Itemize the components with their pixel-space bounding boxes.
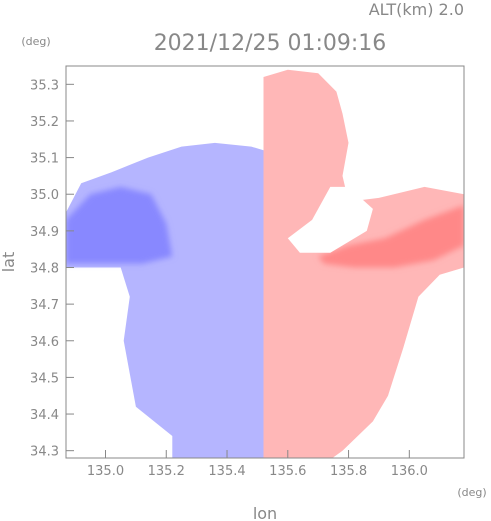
east-strong-echo: [318, 205, 464, 268]
x-tick-label: 135.2: [148, 464, 185, 479]
y-tick-label: 34.8: [30, 261, 59, 276]
y-axis-label: lat: [0, 252, 18, 273]
y-tick-label: 35.1: [30, 152, 59, 167]
west-strong-echo: [66, 186, 173, 264]
y-ticks: 34.3 34.4 34.5 34.6 34.7 34.8 34.9 35.0 35.1 35.2…: [30, 78, 74, 460]
east-gap: [287, 186, 373, 253]
x-tick-label: 135.0: [87, 464, 124, 479]
plot-frame: [65, 65, 465, 459]
y-tick-label: 34.4: [30, 408, 59, 423]
y-tick-label: 34.3: [30, 445, 59, 460]
y-unit: (deg): [21, 35, 50, 48]
x-tick-label: 135.6: [269, 464, 306, 479]
altitude-label: ALT(km) 2.0: [369, 0, 464, 19]
east-echo: [263, 69, 464, 458]
x-tick-label: 135.4: [208, 464, 245, 479]
x-unit: (deg): [457, 486, 486, 499]
x-axis-label: lon: [253, 504, 277, 521]
x-tick-label: 135.8: [330, 464, 367, 479]
velocity-field: [66, 69, 464, 458]
y-tick-label: 34.5: [30, 371, 59, 386]
northeast-notch: [348, 135, 379, 180]
y-tick-label: 34.9: [30, 225, 59, 240]
y-tick-label: 34.6: [30, 335, 59, 350]
x-ticks: 135.0 135.2 135.4 135.6 135.8 136.0: [87, 450, 428, 479]
timestamp: 2021/12/25 01:09:16: [154, 31, 387, 56]
y-tick-label: 34.7: [30, 298, 59, 313]
y-tick-label: 35.2: [30, 115, 59, 130]
y-tick-label: 35.3: [30, 78, 59, 93]
x-tick-label: 136.0: [391, 464, 428, 479]
y-tick-label: 35.0: [30, 188, 59, 203]
